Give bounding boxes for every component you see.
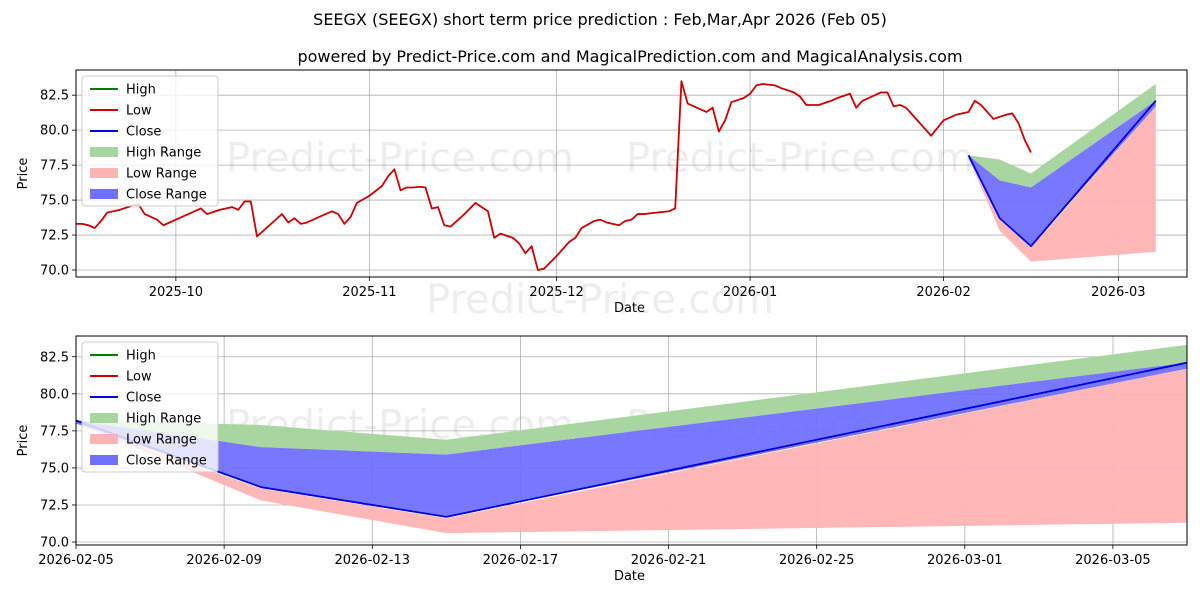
- bottom-panel: 2026-02-05 2026-02-09 2026-02-13 2026-02-17…: [16, 335, 1188, 584]
- legend-label: Close: [126, 125, 161, 140]
- y-tick-label: 75.0: [40, 461, 69, 476]
- x-tick-label: 2026-01: [723, 285, 777, 300]
- y-tick-label: 70.0: [40, 264, 69, 279]
- x-tick-label: 2026-02-09: [186, 553, 262, 568]
- watermark: Predict-Price.com: [626, 136, 974, 182]
- x-tick-label: 2025-11: [342, 285, 396, 300]
- close-forecast-line: [967, 100, 1157, 248]
- legend-label: Close: [126, 391, 161, 406]
- watermark: Predict-Price.com: [226, 136, 574, 182]
- x-tick-label: 2026-02-21: [631, 553, 707, 568]
- legend-label: Low Range: [126, 433, 197, 448]
- x-tick-label: 2025-12: [529, 285, 583, 300]
- plot-frame: [75, 335, 1188, 546]
- close-range-band: [968, 100, 1156, 247]
- legend-swatch-patch: [90, 147, 118, 157]
- y-tick-label: 82.5: [40, 89, 69, 104]
- low-range-band: [76, 368, 1187, 534]
- low-range-band: [968, 106, 1156, 262]
- x-tick-label: 2025-10: [149, 285, 203, 300]
- x-tick-label: 2026-02-25: [779, 553, 855, 568]
- legend-label: High Range: [126, 146, 201, 161]
- x-tick-label: 2026-02-17: [483, 553, 559, 568]
- legend-label: High: [126, 83, 156, 98]
- y-tick-label: 77.5: [40, 159, 69, 174]
- y-axis-label: Price: [16, 158, 31, 190]
- y-tick-label: 77.5: [40, 424, 69, 439]
- legend: High Low Close High Range Low Range Close Ran…: [81, 341, 219, 473]
- x-axis-label: Date: [614, 301, 645, 316]
- plot-frame: [75, 69, 1188, 278]
- x-tick-label: 2026-03-05: [1075, 553, 1151, 568]
- x-tick-label: 2026-03: [1091, 285, 1145, 300]
- legend-swatch-patch: [90, 455, 118, 465]
- chart-title: SEEGX (SEEGX) short term price predictio…: [313, 10, 887, 29]
- legend-label: Low Range: [126, 167, 197, 182]
- x-tick-label: 2026-02-13: [334, 553, 410, 568]
- legend-swatch-patch: [90, 189, 118, 199]
- history-line: [76, 80, 1032, 271]
- legend-label: Close Range: [126, 188, 207, 203]
- legend-swatch-patch: [90, 413, 118, 423]
- legend-label: High: [126, 349, 156, 364]
- plot-area: [76, 80, 1157, 271]
- legend: High Low Close High Range Low Range Close Ran…: [81, 75, 219, 207]
- close-range-band: [76, 362, 1187, 517]
- x-tick-label: 2026-03-01: [927, 553, 1003, 568]
- y-tick-label: 80.0: [40, 124, 69, 139]
- legend-label: Low: [126, 370, 152, 385]
- y-tick-label: 72.5: [40, 498, 69, 513]
- y-tick-label: 70.0: [40, 536, 69, 551]
- chart-subtitle: powered by Predict-Price.com and Magical…: [297, 47, 962, 66]
- y-tick-label: 72.5: [40, 229, 69, 244]
- y-tick-label: 75.0: [40, 194, 69, 209]
- x-tick-label: 2026-02-05: [38, 553, 114, 568]
- legend-swatch-patch: [90, 168, 118, 178]
- legend-label: Low: [126, 104, 152, 119]
- y-tick-label: 80.0: [40, 387, 69, 402]
- x-tick-label: 2026-02: [916, 285, 970, 300]
- y-axis-label: Price: [16, 425, 31, 457]
- top-panel: 2025-10 2025-11 2025-12 2026-01 2026-02 2026-…: [16, 69, 1188, 323]
- legend-label: Close Range: [126, 454, 207, 469]
- legend-swatch-patch: [90, 434, 118, 444]
- x-axis-label: Date: [614, 569, 645, 584]
- watermark: Predict-Price.com: [426, 277, 774, 323]
- legend-label: High Range: [126, 412, 201, 427]
- y-tick-label: 82.5: [40, 350, 69, 365]
